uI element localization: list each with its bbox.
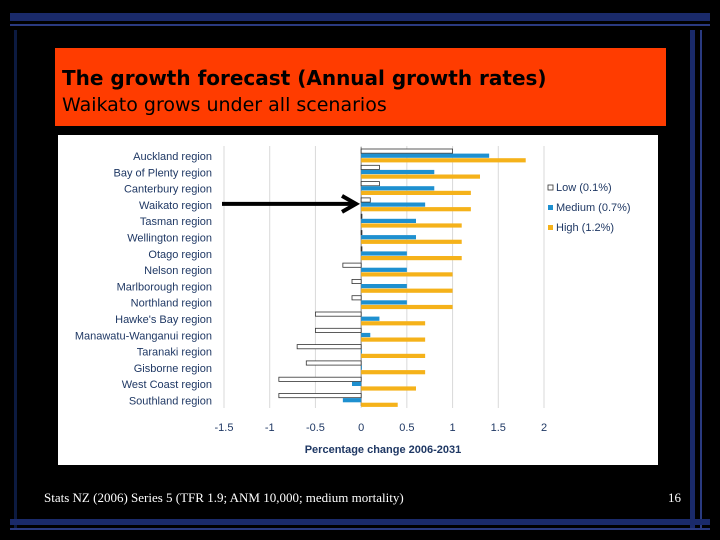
bar-low bbox=[315, 311, 362, 317]
bar-high bbox=[361, 223, 462, 228]
x-tick-label: 1 bbox=[450, 422, 456, 434]
legend-label-medium: Medium (0.7%) bbox=[556, 202, 631, 214]
title-box: The growth forecast (Annual growth rates… bbox=[55, 48, 666, 126]
bar-medium bbox=[361, 349, 362, 354]
x-tick-label: -0.5 bbox=[306, 422, 325, 434]
category-label: Southland region bbox=[129, 396, 212, 408]
bar-low bbox=[360, 230, 363, 236]
bar-high bbox=[361, 190, 471, 195]
bar-low bbox=[278, 376, 362, 382]
x-tick-label: 2 bbox=[541, 422, 547, 434]
bar-high bbox=[361, 158, 526, 163]
bar-high bbox=[361, 239, 462, 244]
bar-low bbox=[360, 148, 453, 154]
bar-high bbox=[361, 272, 453, 277]
category-label: Waikato region bbox=[139, 200, 212, 212]
frame-top-bar bbox=[10, 13, 710, 21]
category-label: Otago region bbox=[148, 249, 212, 261]
bar-high bbox=[361, 386, 416, 391]
bar-medium bbox=[342, 398, 362, 403]
bar-high bbox=[361, 370, 426, 375]
bar-medium bbox=[361, 365, 362, 370]
bar-medium bbox=[361, 300, 407, 305]
bar-low bbox=[360, 164, 380, 170]
frame-top-bar-thin bbox=[10, 24, 710, 26]
x-tick-label: -1 bbox=[265, 422, 275, 434]
bar-medium bbox=[361, 218, 416, 223]
page-number: 16 bbox=[668, 490, 681, 505]
bar-low bbox=[360, 213, 363, 219]
category-label: Wellington region bbox=[127, 233, 212, 245]
legend-label-high: High (1.2%) bbox=[556, 222, 614, 234]
category-label: Hawke's Bay region bbox=[115, 314, 212, 326]
category-label: Bay of Plenty region bbox=[114, 167, 212, 179]
bar-medium bbox=[361, 316, 380, 321]
waikato-arrow-head bbox=[341, 194, 361, 214]
x-axis-label: Percentage change 2006-2031 bbox=[305, 444, 462, 456]
legend-swatch-low bbox=[547, 184, 554, 191]
bar-high bbox=[361, 337, 426, 342]
bar-medium bbox=[361, 153, 490, 158]
frame-bottom-bar bbox=[10, 519, 710, 525]
slide-subtitle: Waikato grows under all scenarios bbox=[62, 94, 387, 116]
category-label: West Coast region bbox=[122, 379, 212, 391]
frame-left-bar bbox=[14, 30, 17, 530]
bar-low bbox=[351, 295, 362, 301]
x-tick-label: -1.5 bbox=[215, 422, 234, 434]
category-label: Gisborne region bbox=[134, 363, 212, 375]
x-tick-label: 1.5 bbox=[491, 422, 506, 434]
frame-bottom-bar-thin bbox=[10, 528, 710, 530]
x-tick-label: 0.5 bbox=[399, 422, 414, 434]
bar-medium bbox=[361, 202, 426, 207]
category-label: Auckland region bbox=[133, 151, 212, 163]
category-label: Manawatu-Wanganui region bbox=[75, 330, 212, 342]
source-footnote: Stats NZ (2006) Series 5 (TFR 1.9; ANM 1… bbox=[44, 490, 404, 505]
category-label: Nelson region bbox=[144, 265, 212, 277]
category-label: Tasman region bbox=[140, 216, 212, 228]
category-label: Taranaki region bbox=[137, 347, 212, 359]
bar-low bbox=[278, 393, 362, 399]
bar-high bbox=[361, 304, 453, 310]
category-label: Marlborough region bbox=[117, 281, 212, 293]
bar-high bbox=[361, 288, 453, 293]
bar-low bbox=[296, 344, 362, 350]
bar-low bbox=[305, 360, 362, 366]
bar-medium bbox=[361, 235, 416, 240]
bar-medium bbox=[361, 186, 435, 191]
bar-low bbox=[360, 197, 371, 203]
bar-medium bbox=[361, 332, 371, 338]
bar-high bbox=[361, 353, 426, 358]
bar-low bbox=[315, 327, 362, 333]
bar-high bbox=[361, 256, 462, 261]
category-label: Canterbury region bbox=[124, 184, 212, 196]
bar-medium bbox=[361, 267, 407, 272]
bar-high bbox=[361, 207, 471, 212]
slide-title: The growth forecast (Annual growth rates… bbox=[62, 66, 547, 90]
bar-low bbox=[360, 181, 380, 187]
frame-right-bar bbox=[690, 30, 695, 530]
legend-swatch-high bbox=[548, 225, 553, 230]
bar-high bbox=[361, 321, 426, 326]
bar-low bbox=[351, 278, 362, 284]
legend-label-low: Low (0.1%) bbox=[556, 182, 612, 194]
bar-low bbox=[360, 246, 363, 252]
x-tick-label: 0 bbox=[358, 422, 364, 434]
bar-medium bbox=[352, 381, 362, 386]
bar-medium bbox=[361, 169, 435, 175]
bar-medium bbox=[361, 251, 407, 256]
category-label: Northland region bbox=[131, 298, 212, 310]
legend-swatch-medium bbox=[548, 205, 553, 210]
bar-high bbox=[361, 402, 398, 407]
bar-high bbox=[361, 174, 480, 179]
frame-right-bar-thin bbox=[700, 30, 702, 530]
bar-medium bbox=[361, 284, 407, 289]
bar-low bbox=[342, 262, 362, 268]
